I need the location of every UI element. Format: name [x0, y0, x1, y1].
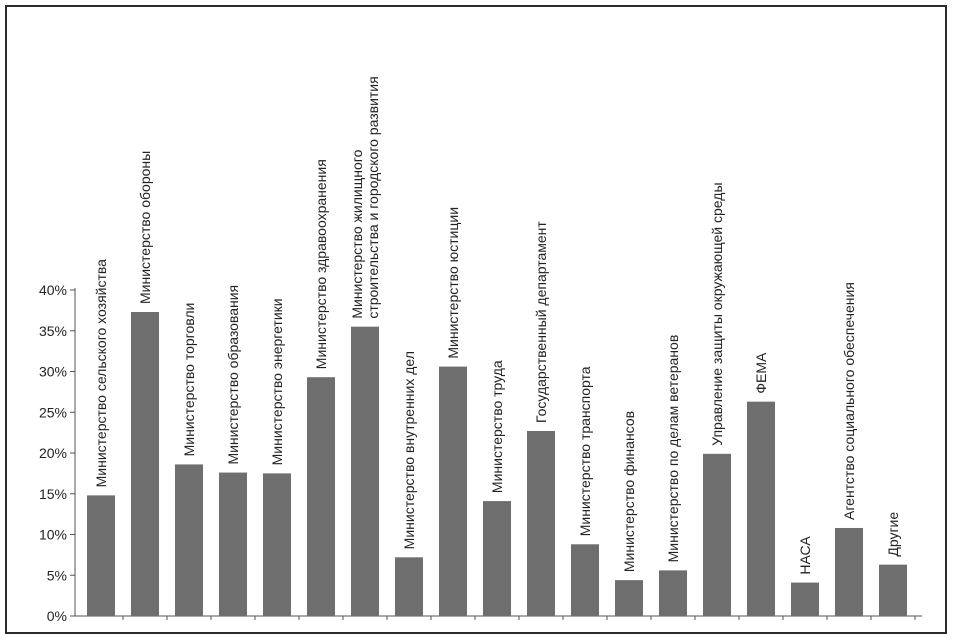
bar-category-label: Министерство энергетики	[269, 298, 285, 465]
chart-frame	[5, 5, 947, 634]
bar-category-label: Министерство труда	[489, 360, 505, 493]
bar-category-label: Министерство транспорта	[577, 366, 593, 536]
bar	[87, 495, 115, 616]
bar	[791, 582, 819, 616]
bar	[219, 472, 247, 616]
y-tick-label: 35%	[39, 323, 67, 339]
bar-category-label: Министерство здравоохранения	[313, 159, 329, 369]
bar-category-label: Министерство юстиции	[445, 207, 461, 359]
bar	[483, 501, 511, 616]
bar-category-label: Государственный департамент	[533, 221, 549, 423]
bar	[659, 570, 687, 616]
y-tick-label: 20%	[39, 445, 67, 461]
y-tick-label: 30%	[39, 364, 67, 380]
bar-category-label: Министерство обороны	[137, 151, 153, 304]
bar	[747, 401, 775, 616]
bar-category-label: строительства и городского развития	[365, 76, 381, 318]
bar-category-label: Министерство образования	[225, 285, 241, 465]
bar-category-label: Министерство торговли	[181, 303, 197, 457]
bar	[879, 564, 907, 616]
bar	[395, 557, 423, 616]
bar-category-label: Министерство сельского хозяйства	[93, 259, 109, 488]
bar	[835, 527, 863, 616]
y-tick-label: 15%	[39, 486, 67, 502]
bar	[131, 312, 159, 616]
bar	[527, 430, 555, 616]
y-tick-label: 25%	[39, 404, 67, 420]
bar	[703, 453, 731, 616]
bar-category-label: Министерство жилищного	[349, 149, 365, 318]
bar	[175, 464, 203, 616]
bar-category-label: ФЕМА	[753, 352, 769, 394]
bar-category-label: Агентство социального обеспечения	[841, 282, 857, 520]
y-tick-label: 0%	[47, 608, 67, 624]
bar	[263, 473, 291, 616]
bar	[351, 326, 379, 616]
y-tick-label: 5%	[47, 567, 67, 583]
y-tick-label: 10%	[39, 527, 67, 543]
bar-category-label: Министерство внутренних дел	[401, 351, 417, 549]
bar	[439, 366, 467, 616]
bar-category-label: НАСА	[797, 536, 813, 575]
bar	[571, 544, 599, 616]
bar	[615, 580, 643, 616]
bar-category-label: Другие	[885, 512, 901, 557]
bar-category-label: Управление защиты окружающей среды	[709, 182, 725, 445]
bar	[307, 377, 335, 616]
y-tick-label: 40%	[39, 282, 67, 298]
bar-category-label: Министерство по делам ветеранов	[665, 335, 681, 563]
bar-category-label: Министерство финансов	[621, 411, 637, 572]
